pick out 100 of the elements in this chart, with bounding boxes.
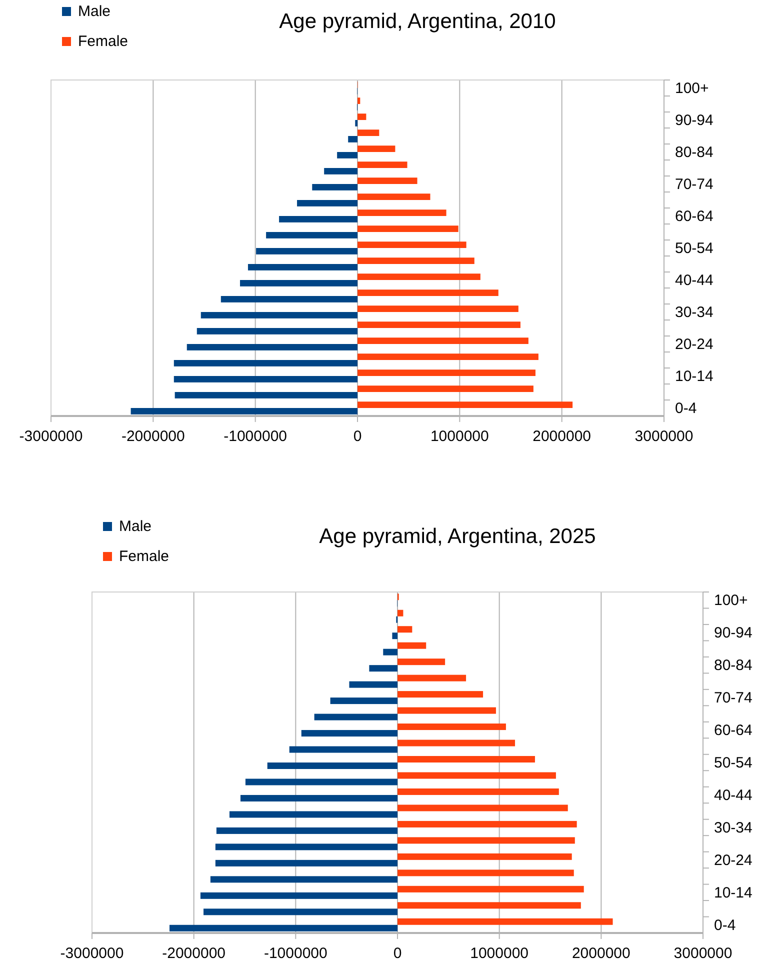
y-tick-label: 80-84 — [714, 657, 752, 674]
bar — [358, 370, 536, 376]
bar — [398, 772, 556, 779]
x-tick-label: -2000000 — [162, 945, 226, 962]
bar — [220, 296, 358, 302]
bar — [398, 886, 584, 892]
bar — [349, 681, 398, 688]
bar — [348, 136, 358, 142]
x-tick-label: 1000000 — [470, 945, 529, 962]
bar — [312, 184, 358, 190]
bar — [174, 392, 358, 398]
bar — [398, 610, 404, 616]
bar — [398, 740, 516, 746]
y-tick-label: 20-24 — [714, 852, 752, 869]
bar — [358, 178, 418, 184]
bar — [398, 870, 574, 876]
bar — [200, 892, 398, 899]
bar — [358, 386, 534, 392]
bar — [358, 306, 518, 312]
bar — [245, 778, 398, 786]
x-tick-label: -1000000 — [264, 945, 328, 962]
chart-title: Age pyramid, Argentina, 2025 — [319, 525, 596, 548]
x-tick-label: 2000000 — [572, 945, 630, 962]
bar — [369, 665, 398, 672]
bar — [358, 322, 520, 328]
bar — [240, 794, 398, 802]
bar — [266, 232, 358, 238]
bar — [358, 258, 474, 264]
bar — [279, 216, 358, 222]
bar — [398, 853, 572, 860]
bar — [200, 312, 358, 318]
bar — [398, 918, 613, 925]
bar — [358, 146, 396, 152]
bar — [358, 98, 360, 104]
bar — [392, 632, 398, 640]
bar — [215, 844, 398, 850]
bar — [398, 804, 568, 812]
bar — [398, 902, 581, 909]
y-tick-label: 10-14 — [675, 368, 714, 385]
x-tick-label: 1000000 — [430, 428, 489, 445]
bar — [267, 762, 398, 769]
bar — [358, 354, 538, 360]
y-tick-label: 50-54 — [675, 240, 714, 257]
chart-title: Age pyramid, Argentina, 2010 — [279, 10, 556, 33]
bar — [398, 674, 466, 682]
bar — [196, 328, 358, 334]
legend-label: Male — [78, 3, 111, 20]
bar — [130, 408, 358, 414]
y-tick-label: 0-4 — [714, 916, 736, 934]
bar — [248, 264, 358, 270]
bar — [358, 290, 498, 296]
y-tick-label: 70-74 — [675, 176, 714, 193]
bar — [358, 338, 528, 344]
bar — [358, 114, 366, 120]
bar — [289, 746, 398, 753]
y-tick-label: 90-94 — [714, 624, 752, 642]
bar — [330, 698, 398, 704]
bar — [398, 837, 575, 844]
bar — [398, 626, 412, 633]
x-tick-label: 0 — [393, 945, 402, 962]
legend-label: Male — [119, 518, 152, 535]
bar — [358, 274, 480, 280]
bar — [398, 820, 577, 828]
bar — [358, 402, 573, 408]
bar — [398, 707, 496, 714]
x-tick-label: -2000000 — [121, 428, 185, 445]
bar — [337, 152, 358, 158]
bar — [174, 360, 358, 366]
y-tick-label: 100+ — [714, 592, 748, 610]
bar — [398, 691, 484, 698]
y-tick-label: 0-4 — [675, 400, 697, 417]
bar — [358, 130, 380, 136]
y-tick-label: 90-94 — [675, 112, 714, 129]
x-tick-label: 3000000 — [674, 945, 732, 962]
bar — [358, 194, 430, 200]
bar — [229, 811, 398, 818]
x-tick-label: -3000000 — [60, 945, 124, 962]
bar — [204, 908, 398, 916]
x-tick-label: 3000000 — [634, 428, 694, 445]
bar — [216, 827, 398, 834]
bar — [358, 242, 466, 248]
bar — [301, 730, 398, 737]
x-tick-label: 2000000 — [532, 428, 592, 445]
x-tick-label: -1000000 — [224, 428, 288, 445]
y-tick-label: 40-44 — [714, 786, 752, 804]
legend-label: Female — [119, 548, 170, 565]
y-tick-label: 80-84 — [675, 144, 714, 161]
y-tick-label: 20-24 — [675, 336, 714, 353]
y-tick-label: 30-34 — [675, 304, 714, 321]
bar — [398, 724, 506, 730]
y-tick-label: 10-14 — [714, 884, 752, 902]
bar — [398, 788, 559, 795]
bar — [210, 876, 398, 883]
bar — [358, 210, 446, 216]
bar — [186, 344, 358, 350]
bar — [297, 200, 358, 206]
bar — [398, 756, 535, 762]
bar — [324, 168, 358, 174]
bar — [240, 280, 358, 286]
y-tick-label: 30-34 — [714, 819, 752, 836]
